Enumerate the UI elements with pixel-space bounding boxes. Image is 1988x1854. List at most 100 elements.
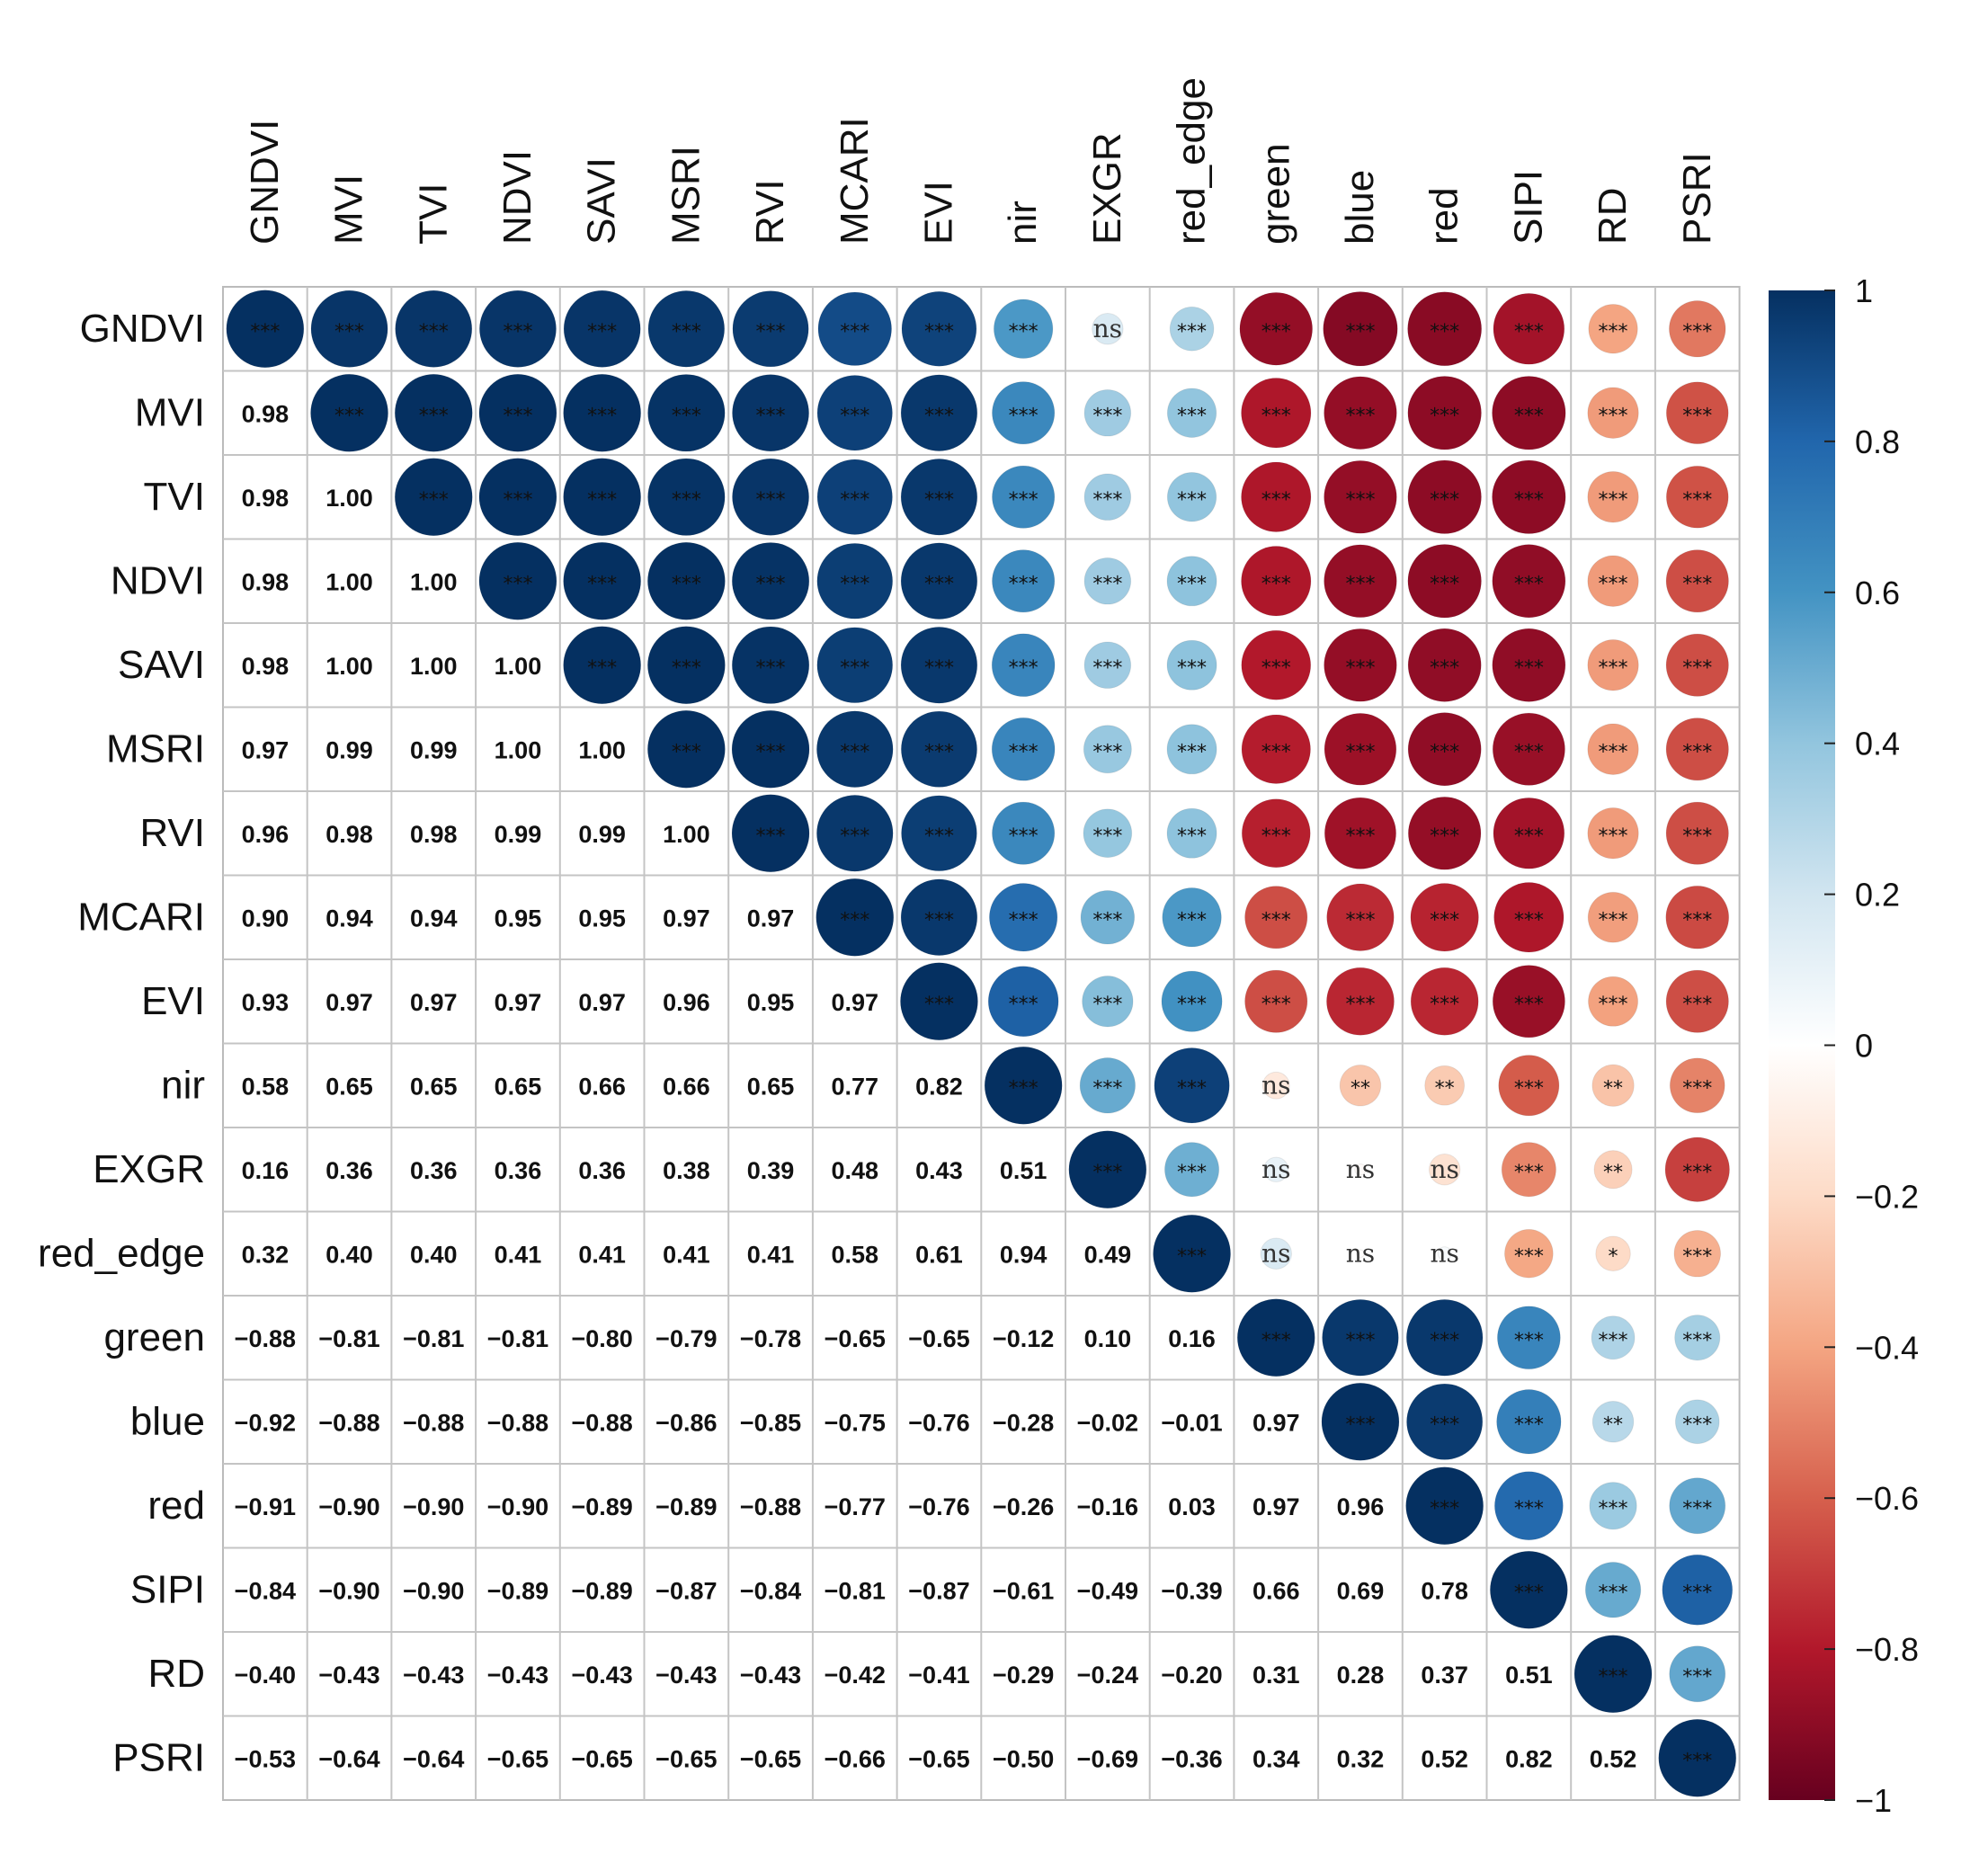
column-label: TVI (411, 183, 455, 245)
correlation-circle (1083, 388, 1132, 437)
significance-label: *** (1514, 573, 1544, 595)
correlation-circle (1241, 714, 1311, 784)
significance-label: *** (1345, 1330, 1375, 1352)
significance-label: *** (1682, 825, 1712, 848)
correlation-circle (1325, 967, 1395, 1036)
correlation-value: 0.48 (831, 1157, 878, 1184)
correlation-circle (900, 542, 978, 620)
correlation-value: 0.99 (325, 736, 373, 763)
colorbar-tick-label: 1 (1855, 272, 1873, 309)
row-label: red (147, 1484, 205, 1528)
column-label: red_edge (1170, 77, 1214, 245)
significance-label: *** (1514, 657, 1544, 680)
correlation-value: 0.28 (1337, 1662, 1385, 1689)
significance-label: *** (1430, 994, 1459, 1016)
correlation-value: −0.79 (655, 1325, 717, 1352)
correlation-value: 1.00 (495, 736, 542, 763)
correlation-value: −0.43 (487, 1662, 548, 1689)
correlation-value: 1.00 (325, 485, 373, 512)
significance-label: *** (756, 825, 786, 848)
correlation-value: 0.97 (410, 989, 458, 1016)
correlation-circle (395, 290, 473, 368)
significance-label: *** (672, 573, 701, 595)
correlation-value: −0.12 (993, 1325, 1054, 1352)
significance-label: *** (840, 573, 869, 595)
correlation-circle (1492, 375, 1566, 450)
correlation-value: −0.41 (908, 1662, 969, 1689)
correlation-circle (226, 290, 305, 369)
significance-label: ns (1261, 1238, 1290, 1268)
correlation-value: 0.52 (1590, 1745, 1637, 1772)
correlation-circle (1354, 1163, 1367, 1176)
correlation-circle (1407, 796, 1482, 870)
significance-label: *** (1682, 321, 1712, 343)
correlation-circle (993, 299, 1054, 359)
significance-label: *** (1009, 321, 1039, 343)
significance-label: *** (924, 909, 954, 931)
significance-label: *** (1345, 489, 1375, 512)
correlation-circle (988, 883, 1058, 952)
correlation-circle (1356, 1249, 1365, 1259)
correlation-circle (478, 541, 557, 620)
significance-label: *** (1092, 909, 1122, 931)
significance-label: *** (1009, 573, 1039, 595)
significance-label: *** (1514, 741, 1544, 763)
significance-label: *** (924, 405, 954, 427)
correlation-value: −0.85 (740, 1409, 801, 1436)
significance-label: *** (1682, 994, 1712, 1016)
row-label: RVI (139, 811, 205, 855)
correlation-value: 0.94 (1000, 1241, 1047, 1268)
significance-label: *** (1682, 657, 1712, 680)
correlation-value: 0.95 (747, 989, 795, 1016)
correlation-circle (900, 878, 978, 957)
correlation-circle (1492, 628, 1566, 702)
correlation-value: 0.58 (242, 1073, 290, 1100)
correlation-value: 0.65 (325, 1073, 373, 1100)
correlation-value: −0.88 (740, 1493, 801, 1520)
correlation-circle (1492, 544, 1566, 619)
significance-label: *** (1177, 994, 1207, 1016)
correlation-circle (1428, 1154, 1461, 1186)
correlation-circle (647, 373, 726, 452)
significance-label: *** (1177, 825, 1207, 848)
significance-label: *** (1514, 405, 1544, 427)
row-label: blue (130, 1399, 205, 1443)
correlation-value: −0.65 (571, 1745, 632, 1772)
correlation-circle (1658, 1718, 1737, 1797)
correlation-circle (1589, 1482, 1637, 1530)
correlation-circle (1587, 891, 1639, 943)
correlation-circle (1339, 1064, 1382, 1107)
significance-label: *** (419, 405, 449, 427)
correlation-value: −0.77 (825, 1493, 886, 1520)
significance-label: *** (1430, 657, 1459, 680)
significance-label: ** (1351, 1077, 1370, 1100)
correlation-circle (1407, 459, 1482, 535)
significance-label: *** (840, 321, 869, 343)
matrix-cells: *** *** *** *** *** *** *** *** *** *** ns *** *** **… (226, 290, 1737, 1797)
significance-label: *** (1177, 1077, 1207, 1100)
correlation-circle (901, 290, 977, 367)
correlation-circle (817, 291, 893, 367)
significance-label: *** (1599, 489, 1628, 512)
column-label: blue (1338, 170, 1382, 245)
correlation-circle (991, 381, 1056, 445)
significance-label: *** (756, 405, 786, 427)
significance-label: ns (1430, 1154, 1458, 1184)
column-label: nir (1001, 201, 1045, 245)
significance-label: *** (1092, 657, 1122, 680)
correlation-circle (1493, 1471, 1564, 1541)
correlation-circle (1083, 557, 1132, 605)
correlation-value: −0.20 (1161, 1662, 1222, 1689)
correlation-value: −0.64 (403, 1745, 464, 1772)
significance-label: *** (1261, 489, 1291, 512)
colorbar-tick-label: 0.8 (1855, 423, 1900, 460)
significance-label: *** (840, 657, 869, 680)
correlation-value: 1.00 (410, 568, 458, 595)
significance-label: *** (1092, 741, 1122, 763)
correlation-circle (1083, 725, 1132, 774)
correlation-circle (1407, 375, 1482, 450)
colorbar-tick-label: −0.4 (1855, 1329, 1919, 1366)
correlation-circle (991, 801, 1056, 865)
correlation-value: 0.94 (410, 905, 458, 931)
significance-label: *** (1009, 825, 1039, 848)
